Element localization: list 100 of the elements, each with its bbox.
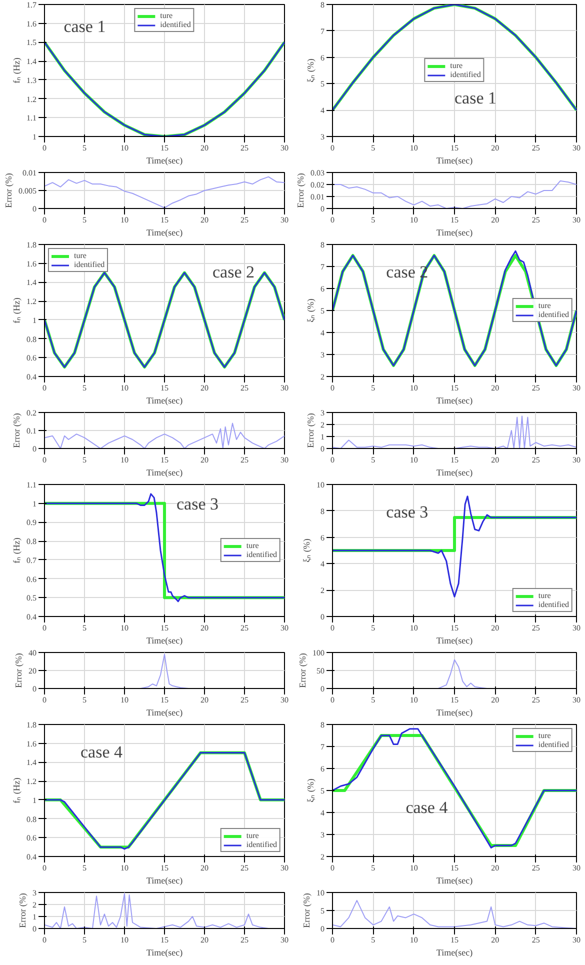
x-tick-label: 5 (82, 624, 86, 632)
y-tick-label: 7 (320, 26, 324, 36)
y-tick-label: 8 (320, 240, 324, 250)
x-tick-label: 10 (410, 696, 418, 704)
x-tick-label: 0 (330, 216, 334, 224)
annotation: case 3 (176, 494, 219, 514)
x-tick-label: 20 (491, 456, 500, 464)
legend-label: ture (246, 541, 260, 550)
x-axis-title: Time(sec) (146, 156, 183, 166)
x-axis-title: Time(sec) (436, 948, 473, 958)
x-axis-title: Time(sec) (436, 228, 473, 238)
y-axis-title: fₙ (Hz) (12, 778, 22, 804)
x-tick-label: 30 (572, 384, 580, 392)
x-tick-label: 15 (160, 384, 168, 392)
x-axis-title: Time(sec) (436, 636, 473, 646)
x-tick-label: 25 (240, 384, 248, 392)
x-tick-label: 10 (120, 144, 128, 152)
y-axis-title: ξₙ (%) (306, 778, 316, 802)
x-tick-label: 15 (160, 936, 168, 944)
x-tick-label: 30 (572, 864, 580, 872)
y-tick-label: 1 (320, 432, 324, 442)
y-axis-title: fₙ (Hz) (12, 58, 22, 84)
x-tick-label: 30 (280, 864, 288, 872)
x-tick-label: 15 (160, 216, 168, 224)
y-tick-label: 1.4 (26, 57, 36, 66)
x-tick-label: 0 (42, 864, 46, 872)
annotation: case 4 (406, 798, 448, 817)
x-axis-title: Time(sec) (146, 228, 183, 238)
x-tick-label: 15 (160, 624, 168, 632)
x-tick-label: 10 (120, 624, 128, 632)
y-tick-label: 4 (320, 328, 324, 338)
y-tick-label: 0 (320, 204, 324, 214)
y-tick-label: 6 (320, 764, 324, 774)
y-tick-label: 1.6 (26, 259, 36, 268)
y-tick-label: 0.9 (26, 518, 36, 528)
x-tick-label: 0 (330, 144, 334, 152)
x-tick-label: 20 (491, 696, 500, 704)
x-tick-label: 5 (82, 864, 86, 872)
y-tick-label: 1 (32, 912, 36, 922)
x-tick-label: 0 (42, 216, 46, 224)
x-tick-label: 30 (280, 216, 288, 224)
y-tick-label: 2 (32, 900, 36, 910)
x-tick-label: 10 (120, 864, 128, 872)
annotation: case 3 (386, 502, 428, 522)
y-axis-title: ξₙ (%) (306, 298, 316, 322)
x-tick-label: 15 (160, 864, 168, 872)
y-tick-label: 1.6 (26, 739, 36, 748)
x-tick-label: 20 (200, 384, 208, 392)
x-tick-label: 20 (200, 936, 208, 944)
x-tick-label: 30 (572, 624, 580, 632)
x-tick-label: 10 (120, 456, 128, 464)
x-tick-label: 25 (240, 696, 248, 704)
legend-label: identified (538, 740, 569, 749)
legend-label: identified (246, 840, 277, 849)
x-axis-title: Time(sec) (436, 468, 473, 478)
legend-label: ture (160, 11, 174, 20)
y-tick-label: 0 (32, 204, 36, 214)
y-tick-label: 1 (32, 132, 36, 142)
y-tick-label: 6 (320, 284, 324, 294)
x-tick-label: 5 (82, 936, 86, 944)
x-tick-label: 5 (371, 624, 376, 632)
y-tick-label: 10 (316, 888, 324, 898)
x-tick-label: 20 (491, 384, 500, 392)
y-tick-label: 50 (316, 666, 324, 676)
y-tick-label: 3 (320, 408, 324, 418)
y-tick-label: 8 (320, 720, 324, 730)
x-tick-label: 30 (572, 696, 580, 704)
annotation: case 2 (212, 262, 255, 282)
x-tick-label: 10 (120, 936, 128, 944)
x-tick-label: 0 (42, 624, 46, 632)
y-tick-label: 0.4 (26, 852, 36, 862)
y-tick-label: 0.7 (26, 556, 36, 565)
legend-label: identified (246, 550, 277, 559)
x-tick-label: 15 (160, 696, 168, 704)
x-tick-label: 10 (410, 216, 418, 224)
y-tick-label: 1.2 (26, 94, 36, 104)
y-tick-label: 0 (32, 684, 36, 694)
y-axis-title: Error (%) (306, 413, 316, 448)
y-tick-label: 6 (320, 533, 324, 542)
y-tick-label: 0.6 (26, 834, 36, 843)
y-axis-title: ξₙ (%) (306, 58, 316, 82)
legend-label: identified (74, 260, 105, 269)
x-tick-label: 5 (82, 216, 86, 224)
y-tick-label: 40 (28, 648, 36, 658)
y-tick-label: 0.8 (26, 814, 36, 824)
y-tick-label: 1.7 (26, 0, 36, 10)
y-tick-label: 0.5 (26, 594, 36, 603)
y-tick-label: 2 (320, 372, 324, 382)
x-tick-label: 0 (42, 144, 46, 152)
y-tick-label: 1 (32, 499, 36, 508)
x-tick-label: 20 (200, 456, 208, 464)
x-axis-title: Time(sec) (146, 396, 183, 406)
y-tick-label: 20 (28, 666, 36, 676)
x-tick-label: 10 (410, 384, 418, 392)
y-tick-label: 1.6 (26, 19, 36, 28)
x-tick-label: 10 (120, 216, 128, 224)
y-tick-label: 7 (320, 742, 324, 752)
y-tick-label: 1.8 (26, 720, 36, 730)
annotation: case 1 (64, 17, 106, 36)
y-axis-title: Error (%) (296, 173, 306, 208)
